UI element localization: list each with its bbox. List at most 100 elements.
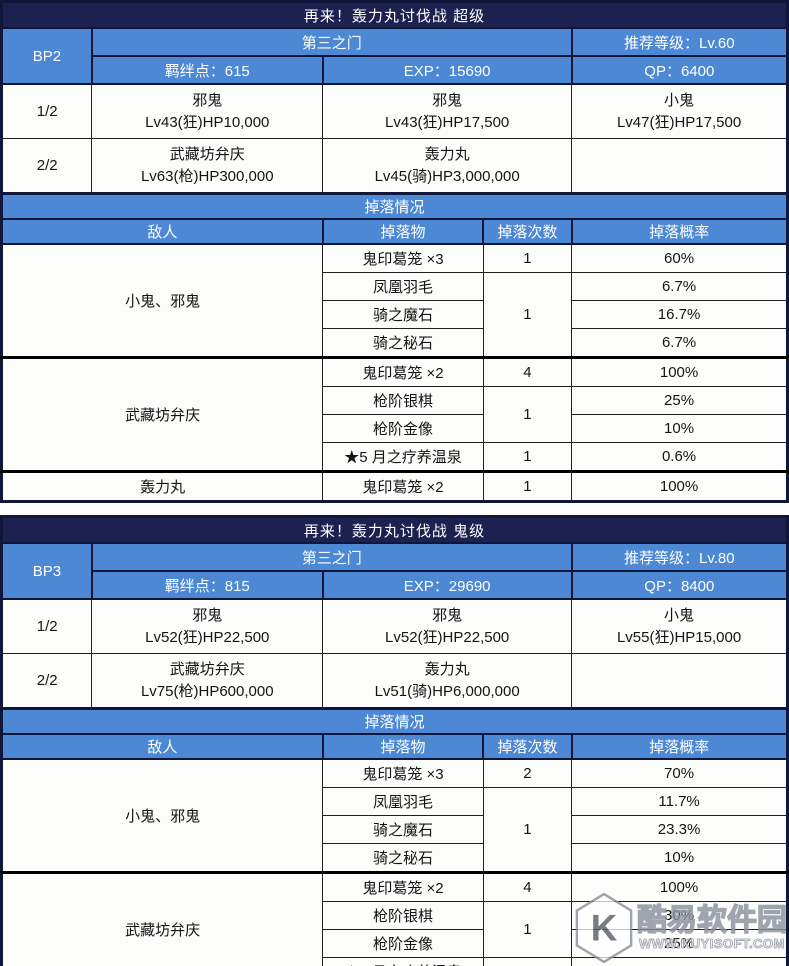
enemy-cell: 武藏坊弁庆 Lv63(枪)HP300,000 <box>91 138 324 194</box>
enemy-name: 邪鬼 <box>432 91 463 109</box>
enemy-cell: 邪鬼 Lv43(狂)HP10,000 <box>91 83 324 139</box>
drop-rate-cell: 25% <box>571 386 788 415</box>
gate-name: 第三之门 <box>90 27 573 57</box>
drop-rate-cell: 1% <box>571 957 788 966</box>
bp-badge: BP2 <box>0 27 93 85</box>
drop-count-cell: 1 <box>482 957 573 966</box>
drop-count-cell: 4 <box>482 356 573 387</box>
drop-rate-cell: 100% <box>571 871 788 902</box>
drop-rate-cell: 23.3% <box>571 815 788 844</box>
quest-table-oni: 再来！轰力丸讨伐战 鬼级 BP3 第三之门 推荐等级：Lv.80 羁绊点：815… <box>0 515 789 966</box>
enemy-stats: Lv75(枪)HP600,000 <box>140 682 274 700</box>
enemy-cell-empty <box>571 138 788 194</box>
wave-row: 2/2 武藏坊弁庆 Lv63(枪)HP300,000 轰力丸 Lv45(骑)HP… <box>0 138 788 194</box>
drop-enemy-cell: 小鬼、邪鬼 <box>0 243 324 358</box>
drop-item-cell: 凤凰羽毛 <box>322 787 484 816</box>
drop-rate-cell: 25% <box>571 929 788 958</box>
enemy-cell-empty <box>571 653 788 709</box>
enemy-name: 小鬼 <box>664 91 695 109</box>
drop-rate-cell: 30% <box>571 901 788 930</box>
gate-name: 第三之门 <box>90 542 573 572</box>
drop-count-cell: 1 <box>482 272 573 358</box>
drop-item-cell: 枪阶金像 <box>322 414 484 443</box>
drop-section-title: 掉落情况 <box>0 707 789 735</box>
drop-count-cell: 1 <box>482 442 573 472</box>
col-header-rate: 掉落概率 <box>570 733 789 760</box>
qp-value: QP：8400 <box>570 570 789 600</box>
bond-points: 羁绊点：615 <box>90 55 324 85</box>
recommended-level: 推荐等级：Lv.60 <box>570 27 789 57</box>
wave-label: 2/2 <box>0 138 93 194</box>
drop-item-cell: ★5 月之疗养温泉 <box>322 957 484 966</box>
enemy-cell: 邪鬼 Lv43(狂)HP17,500 <box>322 83 573 139</box>
drop-rate-cell: 60% <box>571 243 788 273</box>
drop-rate-cell: 100% <box>571 470 788 502</box>
drop-item-cell: 骑之魔石 <box>322 815 484 844</box>
drop-count-cell: 1 <box>482 386 573 443</box>
wave-row: 2/2 武藏坊弁庆 Lv75(枪)HP600,000 轰力丸 Lv51(骑)HP… <box>0 653 788 709</box>
drop-rate-cell: 16.7% <box>571 300 788 329</box>
drop-item-cell: 枪阶金像 <box>322 929 484 958</box>
enemy-cell: 轰力丸 Lv45(骑)HP3,000,000 <box>322 138 573 194</box>
drop-item-cell: 鬼印葛笼 ×2 <box>322 871 484 902</box>
enemy-stats: Lv45(骑)HP3,000,000 <box>374 167 520 185</box>
enemy-cell: 小鬼 Lv55(狂)HP15,000 <box>571 598 788 654</box>
enemy-stats: Lv51(骑)HP6,000,000 <box>374 682 520 700</box>
enemy-name: 轰力丸 <box>424 145 470 163</box>
enemy-stats: Lv52(狂)HP22,500 <box>385 628 510 646</box>
drop-enemy-cell: 轰力丸 <box>0 470 324 502</box>
col-header-item: 掉落物 <box>321 733 485 760</box>
drop-rate-cell: 100% <box>571 356 788 387</box>
enemy-cell: 邪鬼 Lv52(狂)HP22,500 <box>91 598 324 654</box>
col-header-count: 掉落次数 <box>482 218 573 245</box>
drop-item-cell: 骑之秘石 <box>322 328 484 358</box>
enemy-cell: 邪鬼 Lv52(狂)HP22,500 <box>322 598 573 654</box>
drop-count-cell: 4 <box>482 871 573 902</box>
drop-rate-cell: 11.7% <box>571 787 788 816</box>
wave-label: 1/2 <box>0 598 93 654</box>
recommended-level: 推荐等级：Lv.80 <box>570 542 789 572</box>
drop-rate-cell: 10% <box>571 414 788 443</box>
drop-rate-cell: 70% <box>571 758 788 788</box>
col-header-count: 掉落次数 <box>482 733 573 760</box>
drop-count-cell: 1 <box>482 243 573 273</box>
drop-enemy-cell: 武藏坊弁庆 <box>0 871 324 966</box>
col-header-rate: 掉落概率 <box>570 218 789 245</box>
drop-count-cell: 1 <box>482 901 573 958</box>
col-header-enemy: 敌人 <box>0 733 324 760</box>
drop-count-cell: 2 <box>482 758 573 788</box>
enemy-name: 武藏坊弁庆 <box>169 145 245 163</box>
drop-item-cell: 鬼印葛笼 ×3 <box>322 243 484 273</box>
bp-badge: BP3 <box>0 542 93 600</box>
quest-title: 再来！轰力丸讨伐战 鬼级 <box>0 515 789 544</box>
drop-rate-cell: 6.7% <box>571 272 788 301</box>
drop-item-cell: 枪阶银棋 <box>322 901 484 930</box>
col-header-enemy: 敌人 <box>0 218 324 245</box>
enemy-cell: 小鬼 Lv47(狂)HP17,500 <box>571 83 788 139</box>
enemy-stats: Lv43(狂)HP17,500 <box>385 113 510 131</box>
enemy-stats: Lv47(狂)HP17,500 <box>616 113 742 131</box>
bond-points: 羁绊点：815 <box>90 570 324 600</box>
drop-item-cell: 鬼印葛笼 ×3 <box>322 758 484 788</box>
drop-item-cell: 骑之魔石 <box>322 300 484 329</box>
drop-count-cell: 1 <box>482 470 573 502</box>
exp-value: EXP：29690 <box>321 570 573 600</box>
quest-title: 再来！轰力丸讨伐战 超级 <box>0 0 789 29</box>
exp-value: EXP：15690 <box>321 55 573 85</box>
col-header-item: 掉落物 <box>321 218 485 245</box>
enemy-name: 邪鬼 <box>192 606 223 624</box>
enemy-stats: Lv43(狂)HP10,000 <box>145 113 270 131</box>
enemy-cell: 武藏坊弁庆 Lv75(枪)HP600,000 <box>91 653 324 709</box>
wave-row: 1/2 邪鬼 Lv43(狂)HP10,000 邪鬼 Lv43(狂)HP17,50… <box>0 83 788 139</box>
enemy-name: 邪鬼 <box>432 606 463 624</box>
wave-label: 1/2 <box>0 83 93 139</box>
drop-rate-cell: 6.7% <box>571 328 788 358</box>
enemy-name: 邪鬼 <box>192 91 223 109</box>
drop-rate-cell: 10% <box>571 843 788 873</box>
drop-count-cell: 1 <box>482 787 573 873</box>
enemy-cell: 轰力丸 Lv51(骑)HP6,000,000 <box>322 653 573 709</box>
enemy-name: 武藏坊弁庆 <box>169 660 245 678</box>
drop-enemy-cell: 武藏坊弁庆 <box>0 356 324 472</box>
drop-item-cell: 凤凰羽毛 <box>322 272 484 301</box>
